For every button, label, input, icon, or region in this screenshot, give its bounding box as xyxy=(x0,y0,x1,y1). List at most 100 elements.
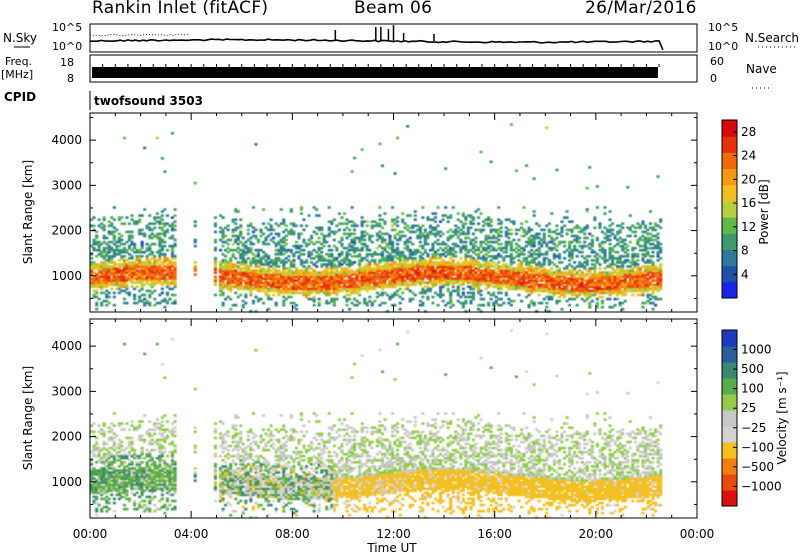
heatmap-cell xyxy=(616,250,620,254)
heatmap-cell xyxy=(608,210,612,213)
heatmap-cell xyxy=(545,305,549,309)
heatmap-cell xyxy=(145,248,149,252)
heatmap-cell xyxy=(436,277,440,280)
heatmap-cell xyxy=(90,285,94,289)
heatmap-cell xyxy=(401,283,405,287)
heatmap-cell xyxy=(234,234,238,238)
heatmap-cell xyxy=(648,246,653,250)
heatmap-cell xyxy=(122,250,127,254)
heatmap-cell xyxy=(421,265,425,268)
heatmap-cell xyxy=(348,283,352,287)
heatmap-cell xyxy=(335,297,339,301)
heatmap-cell xyxy=(150,263,154,266)
heatmap-cell xyxy=(262,222,266,225)
heatmap-cell xyxy=(353,236,357,240)
heatmap-cell xyxy=(100,428,104,431)
heatmap-cell xyxy=(236,238,240,242)
heatmap-cell xyxy=(297,275,301,278)
heatmap-cell xyxy=(125,248,129,252)
heatmap-cell xyxy=(158,232,162,236)
heatmap-cell xyxy=(256,255,261,258)
heatmap-cell xyxy=(391,218,395,221)
heatmap-cell xyxy=(320,265,324,268)
heatmap-cell xyxy=(659,265,663,268)
heatmap-cell xyxy=(120,216,124,219)
heatmap-cell xyxy=(595,277,599,280)
velocity-heatmap xyxy=(90,329,663,519)
heatmap-cell xyxy=(527,303,531,307)
heatmap-cell xyxy=(219,226,223,230)
heatmap-cell xyxy=(383,301,387,305)
heatmap-cell xyxy=(464,265,468,268)
heatmap-cell xyxy=(153,261,157,264)
heatmap-cell xyxy=(122,261,127,264)
heatmap-cell xyxy=(249,265,253,268)
heatmap-cell xyxy=(431,281,435,285)
heatmap-cell xyxy=(378,236,382,240)
cpid-value: twofsound 3503 xyxy=(94,94,203,108)
heatmap-cell xyxy=(127,253,132,256)
heatmap-cell xyxy=(514,232,519,236)
heatmap-cell xyxy=(547,291,551,295)
heatmap-cell xyxy=(307,271,311,274)
heatmap-cell xyxy=(224,261,228,264)
heatmap-cell xyxy=(107,273,111,276)
heatmap-cell xyxy=(350,301,354,305)
heatmap-cell xyxy=(444,214,448,217)
heatmap-cell xyxy=(350,291,354,295)
heatmap-cell xyxy=(224,275,228,278)
heatmap-cell xyxy=(360,273,364,276)
heatmap-cell xyxy=(608,283,612,287)
heatmap-cell xyxy=(456,273,460,276)
heatmap-cell xyxy=(368,238,372,242)
heatmap-cell xyxy=(272,261,276,264)
heatmap-cell xyxy=(509,248,513,252)
heatmap-cell xyxy=(461,212,465,215)
heatmap-cell xyxy=(547,289,551,293)
heatmap-cell xyxy=(499,234,503,238)
heatmap-cell xyxy=(391,220,395,223)
heatmap-cell xyxy=(244,301,248,305)
heatmap-cell xyxy=(413,293,417,297)
heatmap-cell xyxy=(95,281,99,285)
heatmap-cell xyxy=(532,287,536,291)
heatmap-cell xyxy=(449,281,453,285)
heatmap-cell xyxy=(375,273,379,276)
heatmap-cell xyxy=(393,255,397,258)
heatmap-cell xyxy=(327,261,331,264)
heatmap-cell xyxy=(127,265,132,268)
heatmap-cell xyxy=(504,246,508,250)
heatmap-cell xyxy=(337,212,342,215)
heatmap-cell xyxy=(585,259,589,262)
heatmap-cell xyxy=(449,271,453,274)
heatmap-cell xyxy=(170,250,175,254)
heatmap-cell xyxy=(555,244,559,248)
heatmap-cell xyxy=(431,283,435,287)
heatmap-cell xyxy=(484,269,488,272)
heatmap-cell xyxy=(550,267,554,270)
heatmap-cell xyxy=(494,267,498,270)
heatmap-cell xyxy=(606,285,610,289)
heatmap-cell xyxy=(135,273,139,276)
heatmap-cell xyxy=(168,261,172,264)
heatmap-cell xyxy=(150,242,154,246)
heatmap-cell xyxy=(254,310,258,313)
heatmap-cell xyxy=(251,206,256,209)
heatmap-cell xyxy=(530,240,534,244)
heatmap-cell xyxy=(373,271,377,274)
heatmap-cell xyxy=(643,265,648,268)
heatmap-cell xyxy=(100,487,104,491)
heatmap-cell xyxy=(112,283,116,287)
heatmap-cell xyxy=(461,267,465,270)
heatmap-cell xyxy=(459,275,463,278)
heatmap-cell xyxy=(565,210,569,213)
heatmap-cell xyxy=(611,281,615,285)
heatmap-cell xyxy=(289,279,293,282)
heatmap-cell xyxy=(542,273,546,276)
heatmap-cell xyxy=(90,430,94,434)
heatmap-cell xyxy=(120,263,124,266)
heatmap-cell xyxy=(155,250,159,254)
heatmap-cell xyxy=(143,250,147,254)
heatmap-cell xyxy=(464,218,468,221)
heatmap-cell xyxy=(616,297,620,301)
